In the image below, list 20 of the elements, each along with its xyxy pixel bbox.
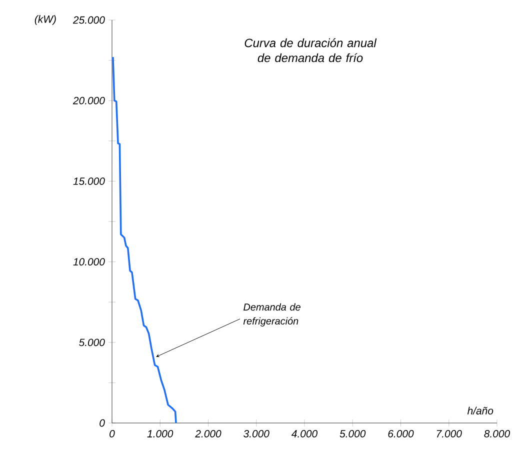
y-tick-label: 5.000	[79, 338, 105, 346]
x-tick-label: 8.000	[484, 430, 510, 438]
x-tick-label: 4.000	[291, 430, 318, 438]
x-axis-title: h/año	[467, 406, 494, 414]
y-tick-label: 0	[100, 419, 105, 427]
y-tick-label: 10.000	[73, 258, 105, 266]
y-tick-label: 25.000	[72, 16, 105, 24]
y-tick-label: 20.000	[72, 96, 105, 104]
x-tick-label: 1.000	[147, 430, 174, 438]
x-tick-label: 5.000	[340, 430, 366, 438]
annotation: Demanda de refrigeración	[243, 303, 300, 327]
x-tick-label: 3.000	[244, 430, 270, 438]
x-tick-label: 0	[110, 430, 115, 438]
y-axis-title: (kW)	[34, 15, 56, 25]
y-tick-label: 15.000	[73, 178, 105, 185]
line-series	[112, 56, 177, 424]
x-tick-label: 7.000	[436, 430, 462, 438]
text: Curva de duración anual de demanda de frío	[244, 38, 377, 62]
x-tick-label: 2.000	[195, 430, 222, 438]
x-tick-label: 6.000	[388, 430, 414, 438]
